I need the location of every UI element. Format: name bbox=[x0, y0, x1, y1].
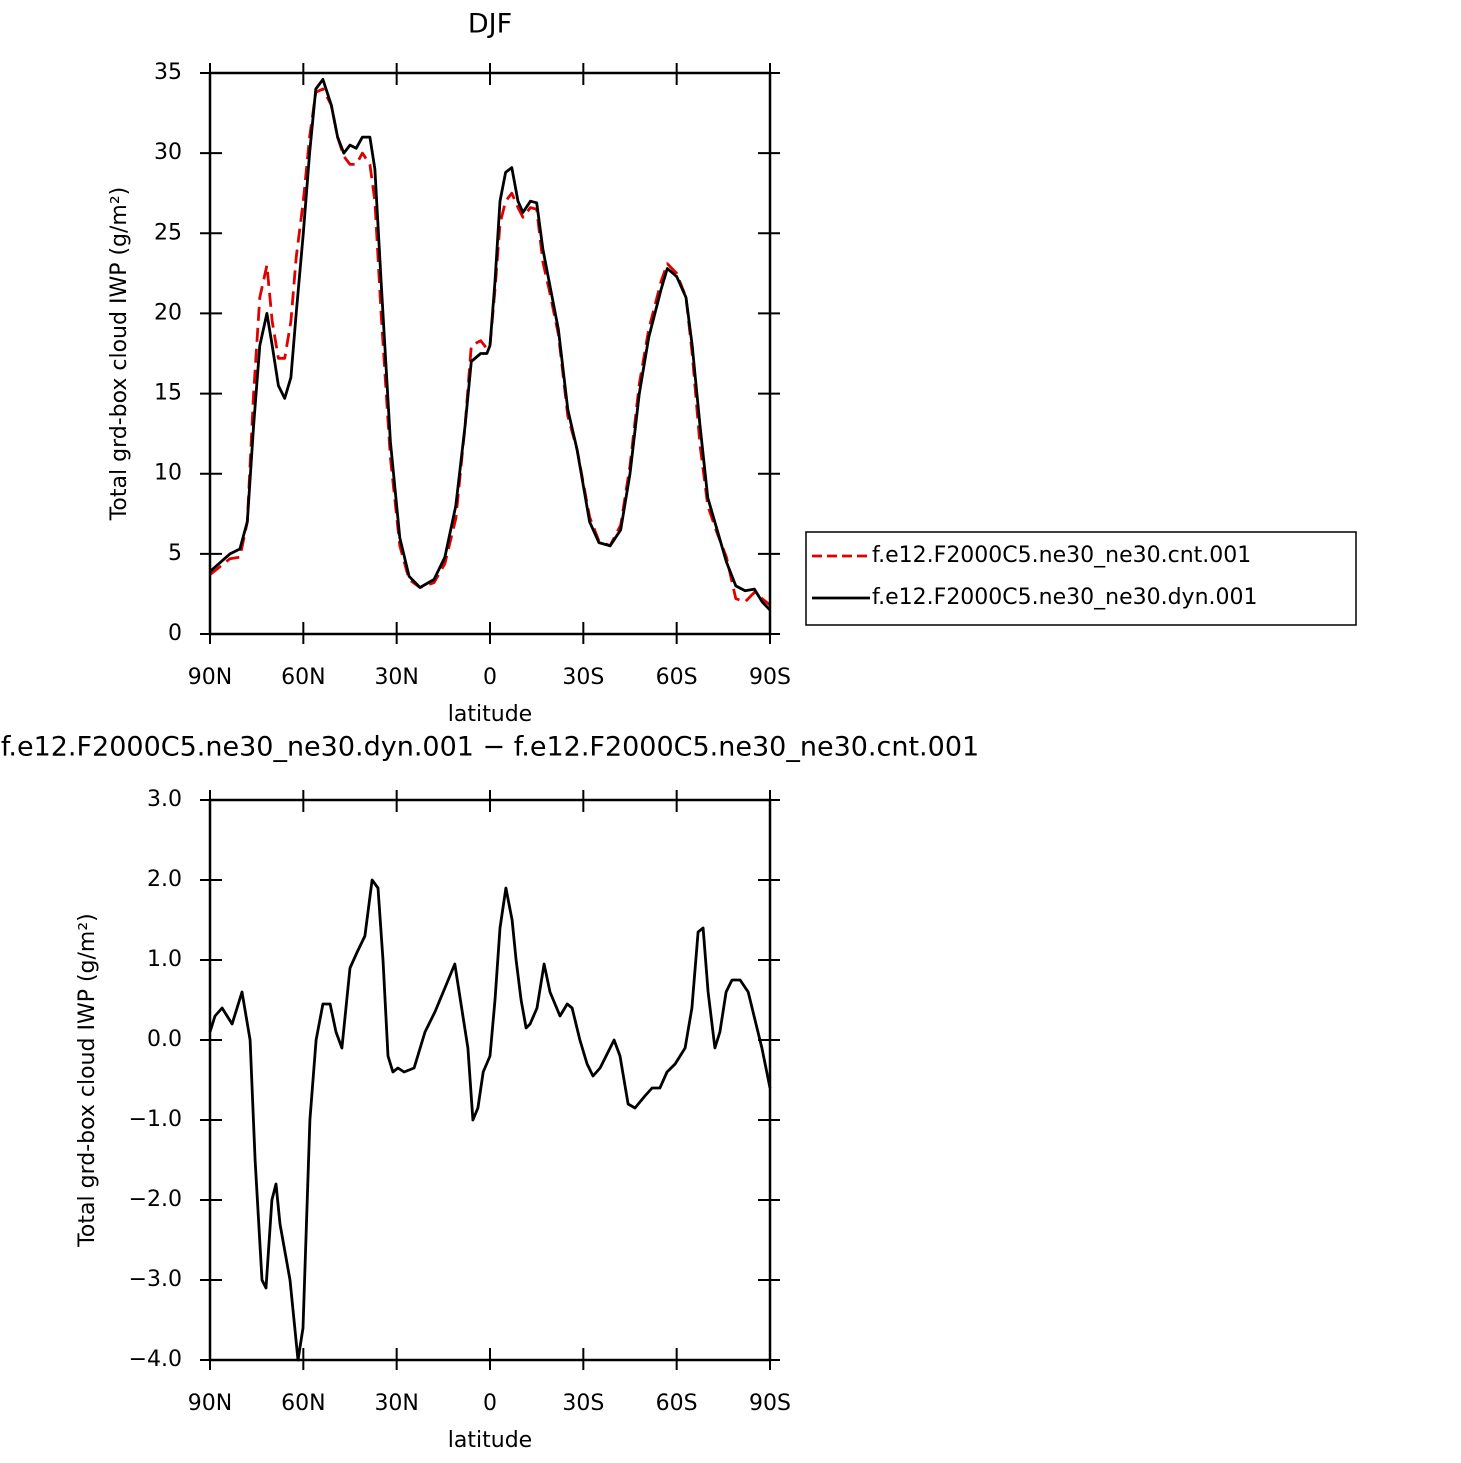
y-tick-label: −3.0 bbox=[129, 1267, 182, 1292]
y-tick-label: 1.0 bbox=[147, 947, 182, 972]
y-tick-label: 2.0 bbox=[147, 867, 182, 892]
y-tick-label: 10 bbox=[154, 461, 182, 486]
x-tick-label: 90N bbox=[188, 1391, 232, 1416]
x-tick-label: 30S bbox=[562, 1391, 604, 1416]
x-tick-label: 0 bbox=[483, 1391, 497, 1416]
y-tick-label: 15 bbox=[154, 381, 182, 406]
data-line bbox=[208, 878, 772, 1362]
x-tick-label: 60N bbox=[281, 1391, 325, 1416]
x-tick-label: 90N bbox=[188, 665, 232, 690]
x-tick-label: 60N bbox=[281, 665, 325, 690]
y-tick-label: 30 bbox=[154, 140, 182, 165]
x-tick-label: 90S bbox=[749, 665, 791, 690]
y-tick-label: 25 bbox=[154, 220, 182, 245]
x-tick-label: 30N bbox=[374, 665, 418, 690]
data-line bbox=[209, 78, 772, 611]
x-tick-label: 30S bbox=[562, 665, 604, 690]
x-tick-label: 0 bbox=[483, 665, 497, 690]
x-tick-label: 60S bbox=[656, 665, 698, 690]
y-tick-label: 0.0 bbox=[147, 1027, 182, 1052]
y-tick-label: −2.0 bbox=[129, 1187, 182, 1212]
y-tick-label: 35 bbox=[154, 60, 182, 85]
y-tick-label: 0 bbox=[168, 621, 182, 646]
y-tick-label: −4.0 bbox=[129, 1347, 182, 1372]
x-tick-label: 60S bbox=[656, 1391, 698, 1416]
x-tick-label: 30N bbox=[374, 1391, 418, 1416]
y-tick-label: −1.0 bbox=[129, 1107, 182, 1132]
y-axis-label: Total grd-box cloud IWP (g/m²) bbox=[75, 913, 100, 1248]
legend-label: f.e12.F2000C5.ne30_ne30.cnt.001 bbox=[872, 543, 1251, 568]
y-tick-label: 5 bbox=[168, 541, 182, 566]
chart-title: f.e12.F2000C5.ne30_ne30.dyn.001 − f.e12.… bbox=[1, 732, 979, 763]
legend-label: f.e12.F2000C5.ne30_ne30.dyn.001 bbox=[872, 585, 1258, 610]
y-tick-label: 20 bbox=[154, 300, 182, 325]
plot-frame bbox=[208, 798, 772, 1362]
y-tick-label: 3.0 bbox=[147, 787, 182, 812]
data-line bbox=[209, 87, 771, 607]
chart-title: DJF bbox=[468, 9, 512, 40]
x-axis-label: latitude bbox=[448, 702, 532, 727]
y-axis-label: Total grd-box cloud IWP (g/m²) bbox=[107, 187, 132, 522]
legend-box bbox=[805, 531, 1357, 626]
x-tick-label: 90S bbox=[749, 1391, 791, 1416]
x-axis-label: latitude bbox=[448, 1428, 532, 1453]
plot-frame bbox=[208, 71, 772, 636]
